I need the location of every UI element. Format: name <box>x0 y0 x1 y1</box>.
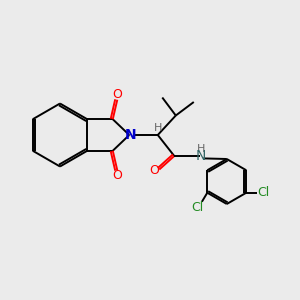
Text: Cl: Cl <box>257 186 269 199</box>
Text: N: N <box>196 149 206 163</box>
Text: O: O <box>112 169 122 182</box>
Text: O: O <box>112 88 122 101</box>
Text: H: H <box>154 123 162 134</box>
Text: N: N <box>124 128 136 142</box>
Text: Cl: Cl <box>191 201 203 214</box>
Text: O: O <box>149 164 159 178</box>
Text: H: H <box>197 144 206 154</box>
